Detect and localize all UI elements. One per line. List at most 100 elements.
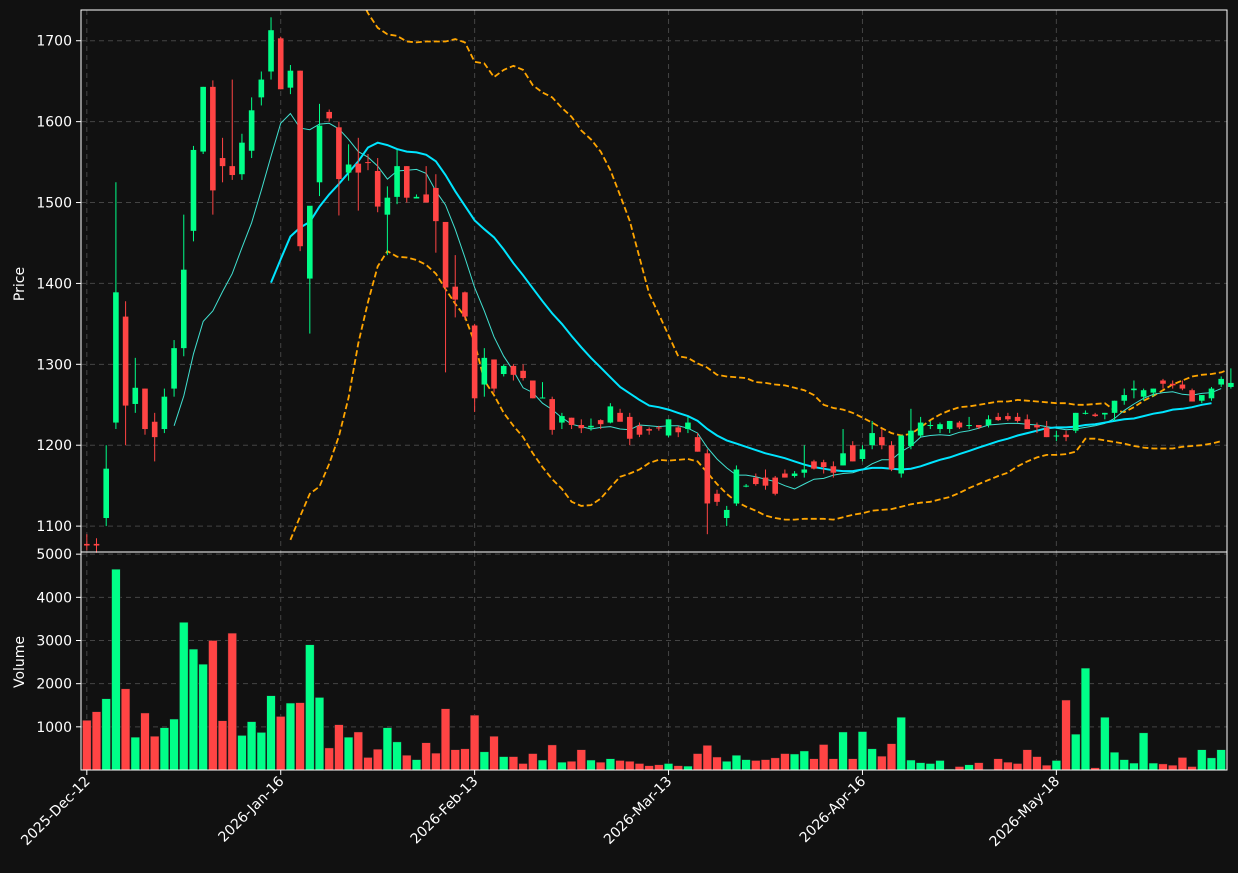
volume-bar	[1003, 762, 1013, 771]
candle-body	[1179, 384, 1186, 389]
volume-bar	[528, 753, 538, 771]
candle-body	[617, 412, 623, 422]
candle-body	[1034, 424, 1040, 428]
candle	[1111, 400, 1118, 421]
volume-bar	[431, 752, 441, 771]
volume-bar	[538, 759, 548, 771]
volume-y-axis: 1000 2000 3000 4000 5000	[36, 547, 81, 736]
candle-body	[811, 461, 817, 469]
volume-bar	[731, 755, 741, 771]
candle-body	[985, 419, 992, 425]
candle	[142, 388, 148, 435]
candle	[733, 465, 740, 506]
candle-body	[1063, 434, 1069, 438]
candle	[578, 419, 585, 434]
candle	[782, 469, 788, 478]
volume-bar	[373, 749, 383, 771]
candle	[345, 144, 352, 181]
volume-axis-title: Volume	[12, 636, 28, 688]
candle	[908, 408, 914, 450]
candle	[1092, 412, 1098, 417]
candle-body	[975, 424, 982, 428]
price-panel: 1100 1200 1300 1400 1500 1600 1700 Price	[12, 9, 1234, 553]
candle-body	[859, 449, 866, 459]
candle	[859, 445, 866, 462]
volume-bar	[411, 759, 421, 771]
candle	[258, 71, 265, 106]
candle	[423, 166, 429, 203]
candle-body	[171, 348, 177, 389]
candle-body	[413, 196, 420, 199]
volume-bar	[751, 760, 761, 771]
volume-bar	[634, 763, 644, 771]
candle-body	[1082, 412, 1089, 414]
volume-bar	[809, 758, 819, 771]
volume-bar	[82, 720, 92, 771]
candle-body	[491, 359, 497, 389]
candle-body	[1102, 412, 1108, 415]
volume-bar	[208, 640, 218, 771]
candle-body	[946, 420, 953, 430]
candle-body	[723, 509, 730, 519]
candle	[985, 415, 992, 428]
volume-bar	[877, 755, 887, 771]
candle	[161, 388, 168, 434]
volume-bar	[470, 714, 480, 771]
candle	[520, 364, 526, 381]
volume-bar	[1139, 732, 1149, 771]
candle	[937, 422, 943, 434]
candle	[1198, 395, 1205, 404]
candle-body	[1218, 378, 1224, 385]
volume-bar	[140, 712, 150, 771]
candle-body	[656, 427, 662, 429]
candle	[384, 186, 391, 256]
candle-body	[898, 435, 905, 474]
volume-bar	[974, 762, 984, 771]
candle-body	[1053, 435, 1060, 437]
candle-body	[307, 205, 313, 279]
volume-bar	[916, 762, 926, 771]
candle	[1121, 388, 1128, 405]
volume-bar	[925, 763, 935, 771]
volume-bar	[101, 698, 111, 771]
slow-moving-average-line	[270, 141, 1212, 473]
candle	[530, 380, 536, 399]
candle	[743, 484, 749, 488]
candle	[336, 121, 342, 216]
volume-bar	[819, 744, 829, 771]
candle	[966, 416, 972, 430]
candle	[219, 137, 226, 183]
price-tick-label: 1100	[36, 519, 72, 535]
volume-bar	[790, 753, 800, 771]
volume-bar	[673, 765, 683, 771]
candle	[956, 420, 963, 430]
candle	[84, 534, 90, 551]
candle	[1082, 410, 1089, 415]
volume-bar	[1022, 749, 1032, 771]
candle	[830, 461, 837, 478]
candle	[665, 419, 672, 438]
volume-bar	[489, 736, 499, 771]
candle-body	[1005, 416, 1011, 420]
candle-body	[258, 79, 265, 98]
volume-panel: 1000 2000 3000 4000 5000 Volume	[12, 547, 1228, 771]
candle-body	[879, 437, 885, 446]
volume-bar	[421, 742, 431, 771]
volume-bar	[353, 731, 363, 771]
volume-bar	[218, 720, 228, 771]
candle-body	[733, 469, 740, 504]
candle	[597, 419, 604, 430]
candle	[626, 412, 633, 446]
candle-body	[462, 292, 468, 317]
candle	[714, 489, 720, 506]
candle-body	[626, 416, 633, 439]
volume-bar	[1100, 717, 1110, 771]
candle	[898, 435, 905, 478]
candle	[200, 86, 206, 154]
volume-bar	[1177, 757, 1187, 771]
candle	[287, 65, 294, 95]
candle-body	[1131, 388, 1137, 391]
price-tick-label: 1300	[36, 357, 72, 373]
candle	[277, 36, 284, 90]
volume-bar	[344, 736, 354, 771]
